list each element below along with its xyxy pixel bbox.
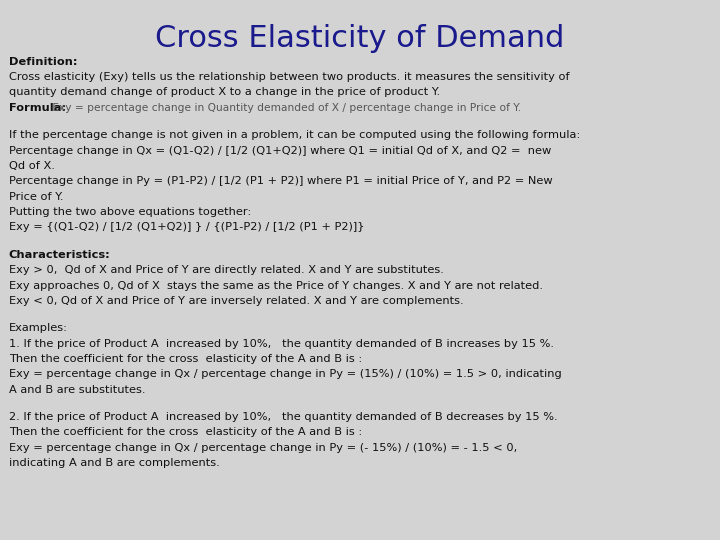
- Text: Price of Y.: Price of Y.: [9, 192, 63, 202]
- Text: Qd of X.: Qd of X.: [9, 161, 55, 171]
- Text: Cross Elasticity of Demand: Cross Elasticity of Demand: [156, 24, 564, 53]
- Text: 2. If the price of Product A  increased by 10%,   the quantity demanded of B dec: 2. If the price of Product A increased b…: [9, 412, 557, 422]
- Text: Definition:: Definition:: [9, 57, 77, 67]
- Text: Exy = percentage change in Qx / percentage change in Py = (15%) / (10%) = 1.5 > : Exy = percentage change in Qx / percenta…: [9, 369, 562, 380]
- Text: Exy = percentage change in Quantity demanded of X / percentage change in Price o: Exy = percentage change in Quantity dema…: [49, 103, 521, 113]
- Text: Percentage change in Qx = (Q1-Q2) / [1/2 (Q1+Q2)] where Q1 = initial Qd of X, an: Percentage change in Qx = (Q1-Q2) / [1/2…: [9, 145, 551, 156]
- Text: Exy < 0, Qd of X and Price of Y are inversely related. X and Y are complements.: Exy < 0, Qd of X and Price of Y are inve…: [9, 296, 463, 306]
- Text: Characteristics:: Characteristics:: [9, 249, 110, 260]
- Text: Exy > 0,  Qd of X and Price of Y are directly related. X and Y are substitutes.: Exy > 0, Qd of X and Price of Y are dire…: [9, 265, 444, 275]
- Text: Exy = percentage change in Qx / percentage change in Py = (- 15%) / (10%) = - 1.: Exy = percentage change in Qx / percenta…: [9, 443, 517, 453]
- Text: 1. If the price of Product A  increased by 10%,   the quantity demanded of B inc: 1. If the price of Product A increased b…: [9, 339, 554, 349]
- Text: indicating A and B are complements.: indicating A and B are complements.: [9, 458, 220, 468]
- Text: quantity demand change of product X to a change in the price of product Y.: quantity demand change of product X to a…: [9, 87, 440, 98]
- Text: Examples:: Examples:: [9, 323, 68, 333]
- Text: Then the coefficient for the cross  elasticity of the A and B is :: Then the coefficient for the cross elast…: [9, 427, 362, 437]
- Text: A and B are substitutes.: A and B are substitutes.: [9, 384, 145, 395]
- Text: Percentage change in Py = (P1-P2) / [1/2 (P1 + P2)] where P1 = initial Price of : Percentage change in Py = (P1-P2) / [1/2…: [9, 176, 552, 186]
- Text: Cross elasticity (Exy) tells us the relationship between two products. it measur: Cross elasticity (Exy) tells us the rela…: [9, 72, 570, 82]
- Text: Then the coefficient for the cross  elasticity of the A and B is :: Then the coefficient for the cross elast…: [9, 354, 362, 364]
- Text: Formula:: Formula:: [9, 103, 70, 113]
- Text: If the percentage change is not given in a problem, it can be computed using the: If the percentage change is not given in…: [9, 130, 580, 140]
- Text: Exy = {(Q1-Q2) / [1/2 (Q1+Q2)] } / {(P1-P2) / [1/2 (P1 + P2)]}: Exy = {(Q1-Q2) / [1/2 (Q1+Q2)] } / {(P1-…: [9, 222, 364, 233]
- Text: Exy approaches 0, Qd of X  stays the same as the Price of Y changes. X and Y are: Exy approaches 0, Qd of X stays the same…: [9, 280, 543, 291]
- Text: Putting the two above equations together:: Putting the two above equations together…: [9, 207, 251, 217]
